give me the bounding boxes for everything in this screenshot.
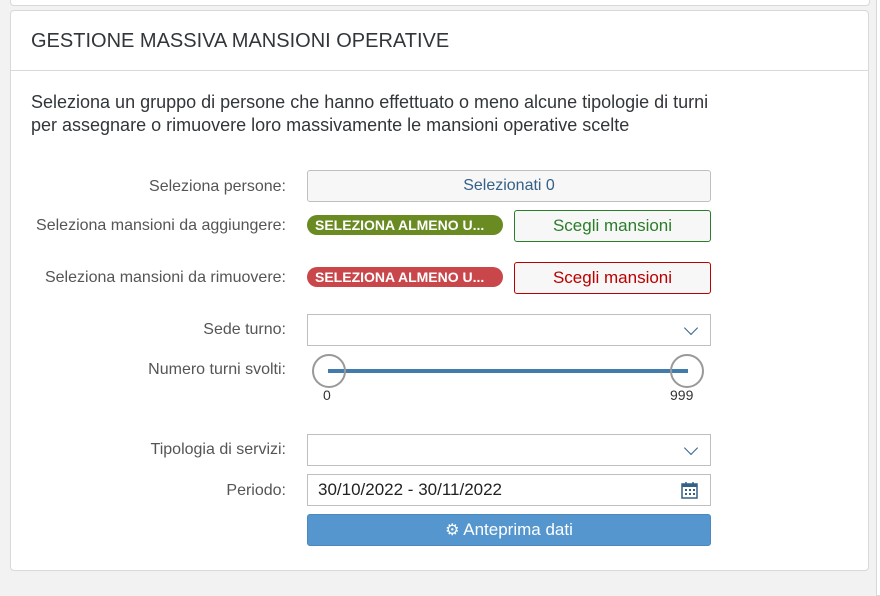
periodo-label: Periodo: xyxy=(226,482,286,499)
select-people-button[interactable]: Selezionati 0 xyxy=(307,170,711,202)
slider-handle-min[interactable] xyxy=(312,354,346,388)
slider-handle-max[interactable] xyxy=(670,354,704,388)
calendar-icon[interactable] xyxy=(681,481,698,499)
turni-label: Numero turni svolti: xyxy=(148,361,286,378)
chevron-down-icon xyxy=(683,440,699,456)
slider-track xyxy=(328,369,688,373)
periodo-input[interactable]: 30/10/2022 - 30/11/2022 xyxy=(307,474,711,506)
preview-button[interactable]: ⚙ Anteprima dati xyxy=(307,514,711,546)
servizi-label: Tipologia di servizi: xyxy=(150,441,286,458)
add-label: Seleziona mansioni da aggiungere: xyxy=(36,217,286,234)
remove-status-badge: SELEZIONA ALMENO U... xyxy=(307,267,503,287)
side-card xyxy=(876,0,880,596)
sede-label: Sede turno: xyxy=(203,321,286,338)
mass-assign-card: GESTIONE MASSIVA MANSIONI OPERATIVE Sele… xyxy=(10,10,869,571)
sede-select[interactable] xyxy=(307,314,711,346)
add-status-badge: SELEZIONA ALMENO U... xyxy=(307,215,503,235)
description: Seleziona un gruppo di persone che hanno… xyxy=(31,92,709,135)
add-choose-button[interactable]: Scegli mansioni xyxy=(514,210,711,242)
slider-max-label: 999 xyxy=(670,387,694,403)
preview-label: Anteprima dati xyxy=(463,520,573,539)
gears-icon: ⚙ xyxy=(445,522,460,539)
remove-choose-button[interactable]: Scegli mansioni xyxy=(514,262,711,294)
slider-min-label: 0 xyxy=(323,387,331,403)
card-title: GESTIONE MASSIVA MANSIONI OPERATIVE xyxy=(11,11,868,71)
remove-label: Seleziona mansioni da rimuovere: xyxy=(44,269,286,286)
chevron-down-icon xyxy=(683,320,699,336)
persone-label: Seleziona persone: xyxy=(149,178,286,195)
top-card xyxy=(10,0,870,6)
servizi-select[interactable] xyxy=(307,434,711,466)
periodo-value: 30/10/2022 - 30/11/2022 xyxy=(318,480,503,499)
